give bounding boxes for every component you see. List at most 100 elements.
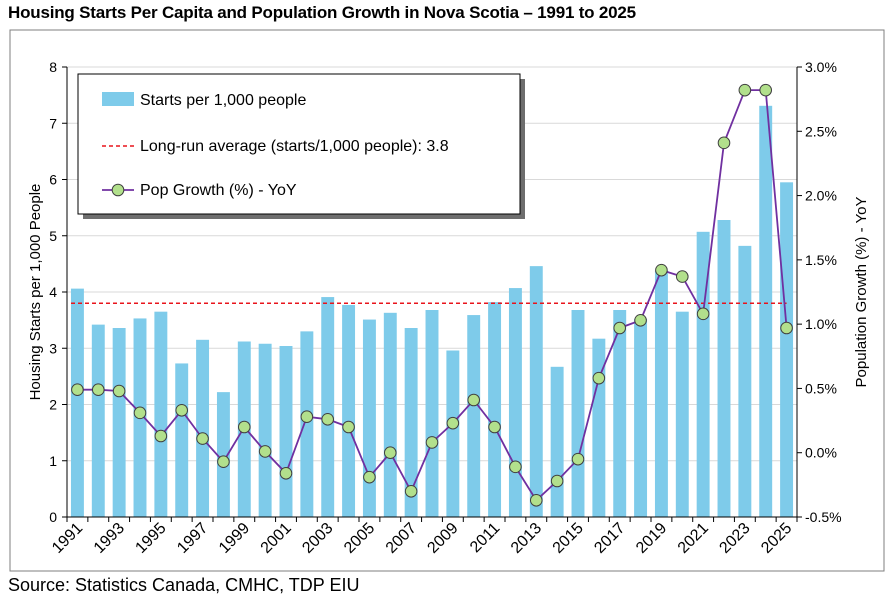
bar bbox=[696, 231, 710, 517]
pop-growth-point bbox=[509, 460, 522, 474]
y-right-tick-label: 1.5% bbox=[805, 252, 837, 268]
bar bbox=[154, 311, 168, 517]
pop-growth-point bbox=[342, 420, 355, 434]
x-tick-label: 2023 bbox=[716, 520, 753, 557]
legend-swatch-bars bbox=[102, 92, 134, 106]
legend-swatch-pop-marker bbox=[111, 183, 125, 197]
pop-growth-point bbox=[592, 371, 606, 385]
y-left-tick-label: 4 bbox=[49, 284, 57, 300]
pop-growth-point bbox=[300, 410, 314, 424]
legend: Starts per 1,000 people Long-run average … bbox=[77, 73, 525, 219]
pop-growth-point bbox=[696, 307, 710, 321]
pop-growth-point bbox=[613, 321, 627, 335]
pop-growth-point bbox=[529, 493, 543, 507]
bar bbox=[175, 363, 189, 517]
legend-label-bars: Starts per 1,000 people bbox=[140, 92, 306, 109]
bar bbox=[759, 105, 773, 517]
pop-growth-point bbox=[154, 429, 168, 443]
y-right-tick-label: 2.0% bbox=[805, 188, 837, 204]
bar bbox=[780, 182, 794, 517]
pop-growth-point bbox=[175, 403, 189, 417]
y-left-axis-title: Housing Starts per 1,000 People bbox=[27, 184, 44, 401]
pop-growth-point bbox=[258, 445, 272, 458]
pop-growth-point bbox=[655, 263, 668, 277]
x-tick-label: 2011 bbox=[467, 520, 503, 556]
bar bbox=[196, 339, 210, 517]
pop-growth-point bbox=[571, 452, 585, 466]
x-tick-label: 2017 bbox=[591, 520, 628, 557]
chart-title: Housing Starts Per Capita and Population… bbox=[8, 3, 636, 22]
x-tick-label: 1997 bbox=[174, 520, 211, 557]
bar bbox=[91, 324, 105, 517]
y-right-tick-label: 0.0% bbox=[805, 445, 837, 461]
pop-growth-series bbox=[71, 83, 793, 507]
pop-growth-point bbox=[91, 383, 105, 397]
bar bbox=[258, 343, 272, 517]
x-tick-label: 2019 bbox=[633, 520, 670, 557]
y-right-tick-label: 0.5% bbox=[805, 380, 837, 396]
pop-growth-point bbox=[404, 484, 418, 498]
y-left-tick-label: 7 bbox=[49, 115, 57, 131]
bar bbox=[488, 302, 502, 517]
chart-frame bbox=[9, 29, 885, 572]
x-tick-label: 2015 bbox=[550, 520, 587, 557]
x-tick-label: 1995 bbox=[132, 520, 169, 557]
pop-growth-point bbox=[279, 466, 293, 480]
bar bbox=[342, 304, 356, 517]
x-tick-label: 2001 bbox=[258, 520, 295, 557]
x-tick-label: 2003 bbox=[299, 520, 336, 557]
x-tick-label: 2021 bbox=[675, 520, 712, 557]
legend-box bbox=[77, 73, 521, 215]
y-right-tick-label: 1.0% bbox=[805, 316, 837, 332]
bar bbox=[279, 346, 293, 517]
bar bbox=[321, 297, 335, 517]
bar bbox=[654, 270, 668, 517]
x-tick-label: 2009 bbox=[424, 520, 461, 557]
y-right-tick-label: -0.5% bbox=[805, 509, 842, 525]
bar bbox=[717, 220, 731, 517]
pop-growth-point bbox=[425, 436, 439, 449]
bar bbox=[362, 319, 376, 517]
legend-label-pop: Pop Growth (%) - YoY bbox=[140, 182, 297, 199]
bar bbox=[404, 328, 418, 517]
y-right-tick-label: 2.5% bbox=[805, 123, 837, 139]
y-left-tick-label: 8 bbox=[49, 59, 57, 75]
pop-growth-point bbox=[488, 420, 501, 434]
bar bbox=[446, 350, 460, 517]
pop-growth-point bbox=[467, 393, 481, 407]
bar bbox=[70, 288, 84, 517]
y-left-tick-label: 3 bbox=[49, 340, 57, 356]
pop-growth-point bbox=[675, 270, 689, 283]
bar bbox=[300, 331, 314, 517]
bar bbox=[738, 245, 752, 517]
bar bbox=[634, 319, 648, 517]
y-right-axis-title: Population Growth (%) - YoY bbox=[853, 197, 870, 388]
pop-growth-point bbox=[321, 412, 335, 426]
pop-growth-point bbox=[738, 83, 752, 97]
pop-growth-point bbox=[780, 321, 793, 335]
bar bbox=[571, 310, 585, 517]
pop-growth-point bbox=[550, 474, 564, 488]
bar bbox=[425, 310, 439, 517]
x-tick-label: 2013 bbox=[508, 520, 545, 557]
chart-source: Source: Statistics Canada, CMHC, TDP EIU bbox=[8, 575, 360, 595]
bar bbox=[467, 315, 481, 517]
x-tick-label: 2025 bbox=[758, 520, 795, 557]
x-tick-label: 2005 bbox=[341, 520, 378, 557]
pop-growth-point bbox=[112, 384, 126, 398]
y-left-tick-label: 1 bbox=[49, 453, 57, 469]
pop-growth-point bbox=[759, 83, 773, 97]
bar bbox=[216, 392, 230, 517]
x-tick-label: 1991 bbox=[49, 520, 86, 557]
bar bbox=[675, 311, 689, 517]
bar bbox=[383, 312, 397, 517]
y-left-tick-label: 5 bbox=[49, 228, 57, 244]
y-right-tick-label: 3.0% bbox=[805, 59, 837, 75]
pop-growth-point bbox=[196, 432, 209, 445]
pop-growth-point bbox=[217, 455, 230, 469]
bar bbox=[550, 366, 564, 517]
bar bbox=[112, 328, 126, 517]
bar bbox=[529, 266, 543, 517]
pop-growth-point bbox=[634, 313, 647, 327]
